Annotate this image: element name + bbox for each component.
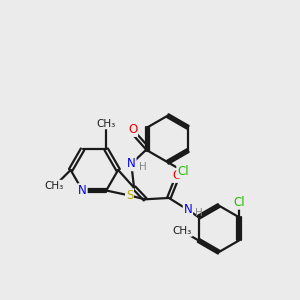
Text: Cl: Cl — [233, 196, 245, 209]
Text: N: N — [78, 184, 87, 197]
Text: N: N — [127, 158, 136, 170]
Text: H: H — [195, 208, 203, 218]
Text: S: S — [126, 189, 133, 202]
Text: O: O — [128, 123, 137, 136]
Text: H: H — [139, 162, 147, 172]
Text: O: O — [172, 169, 182, 182]
Text: Cl: Cl — [177, 164, 189, 178]
Text: N: N — [184, 203, 192, 216]
Text: CH₃: CH₃ — [97, 118, 116, 128]
Text: CH₃: CH₃ — [172, 226, 192, 236]
Text: CH₃: CH₃ — [44, 181, 63, 190]
